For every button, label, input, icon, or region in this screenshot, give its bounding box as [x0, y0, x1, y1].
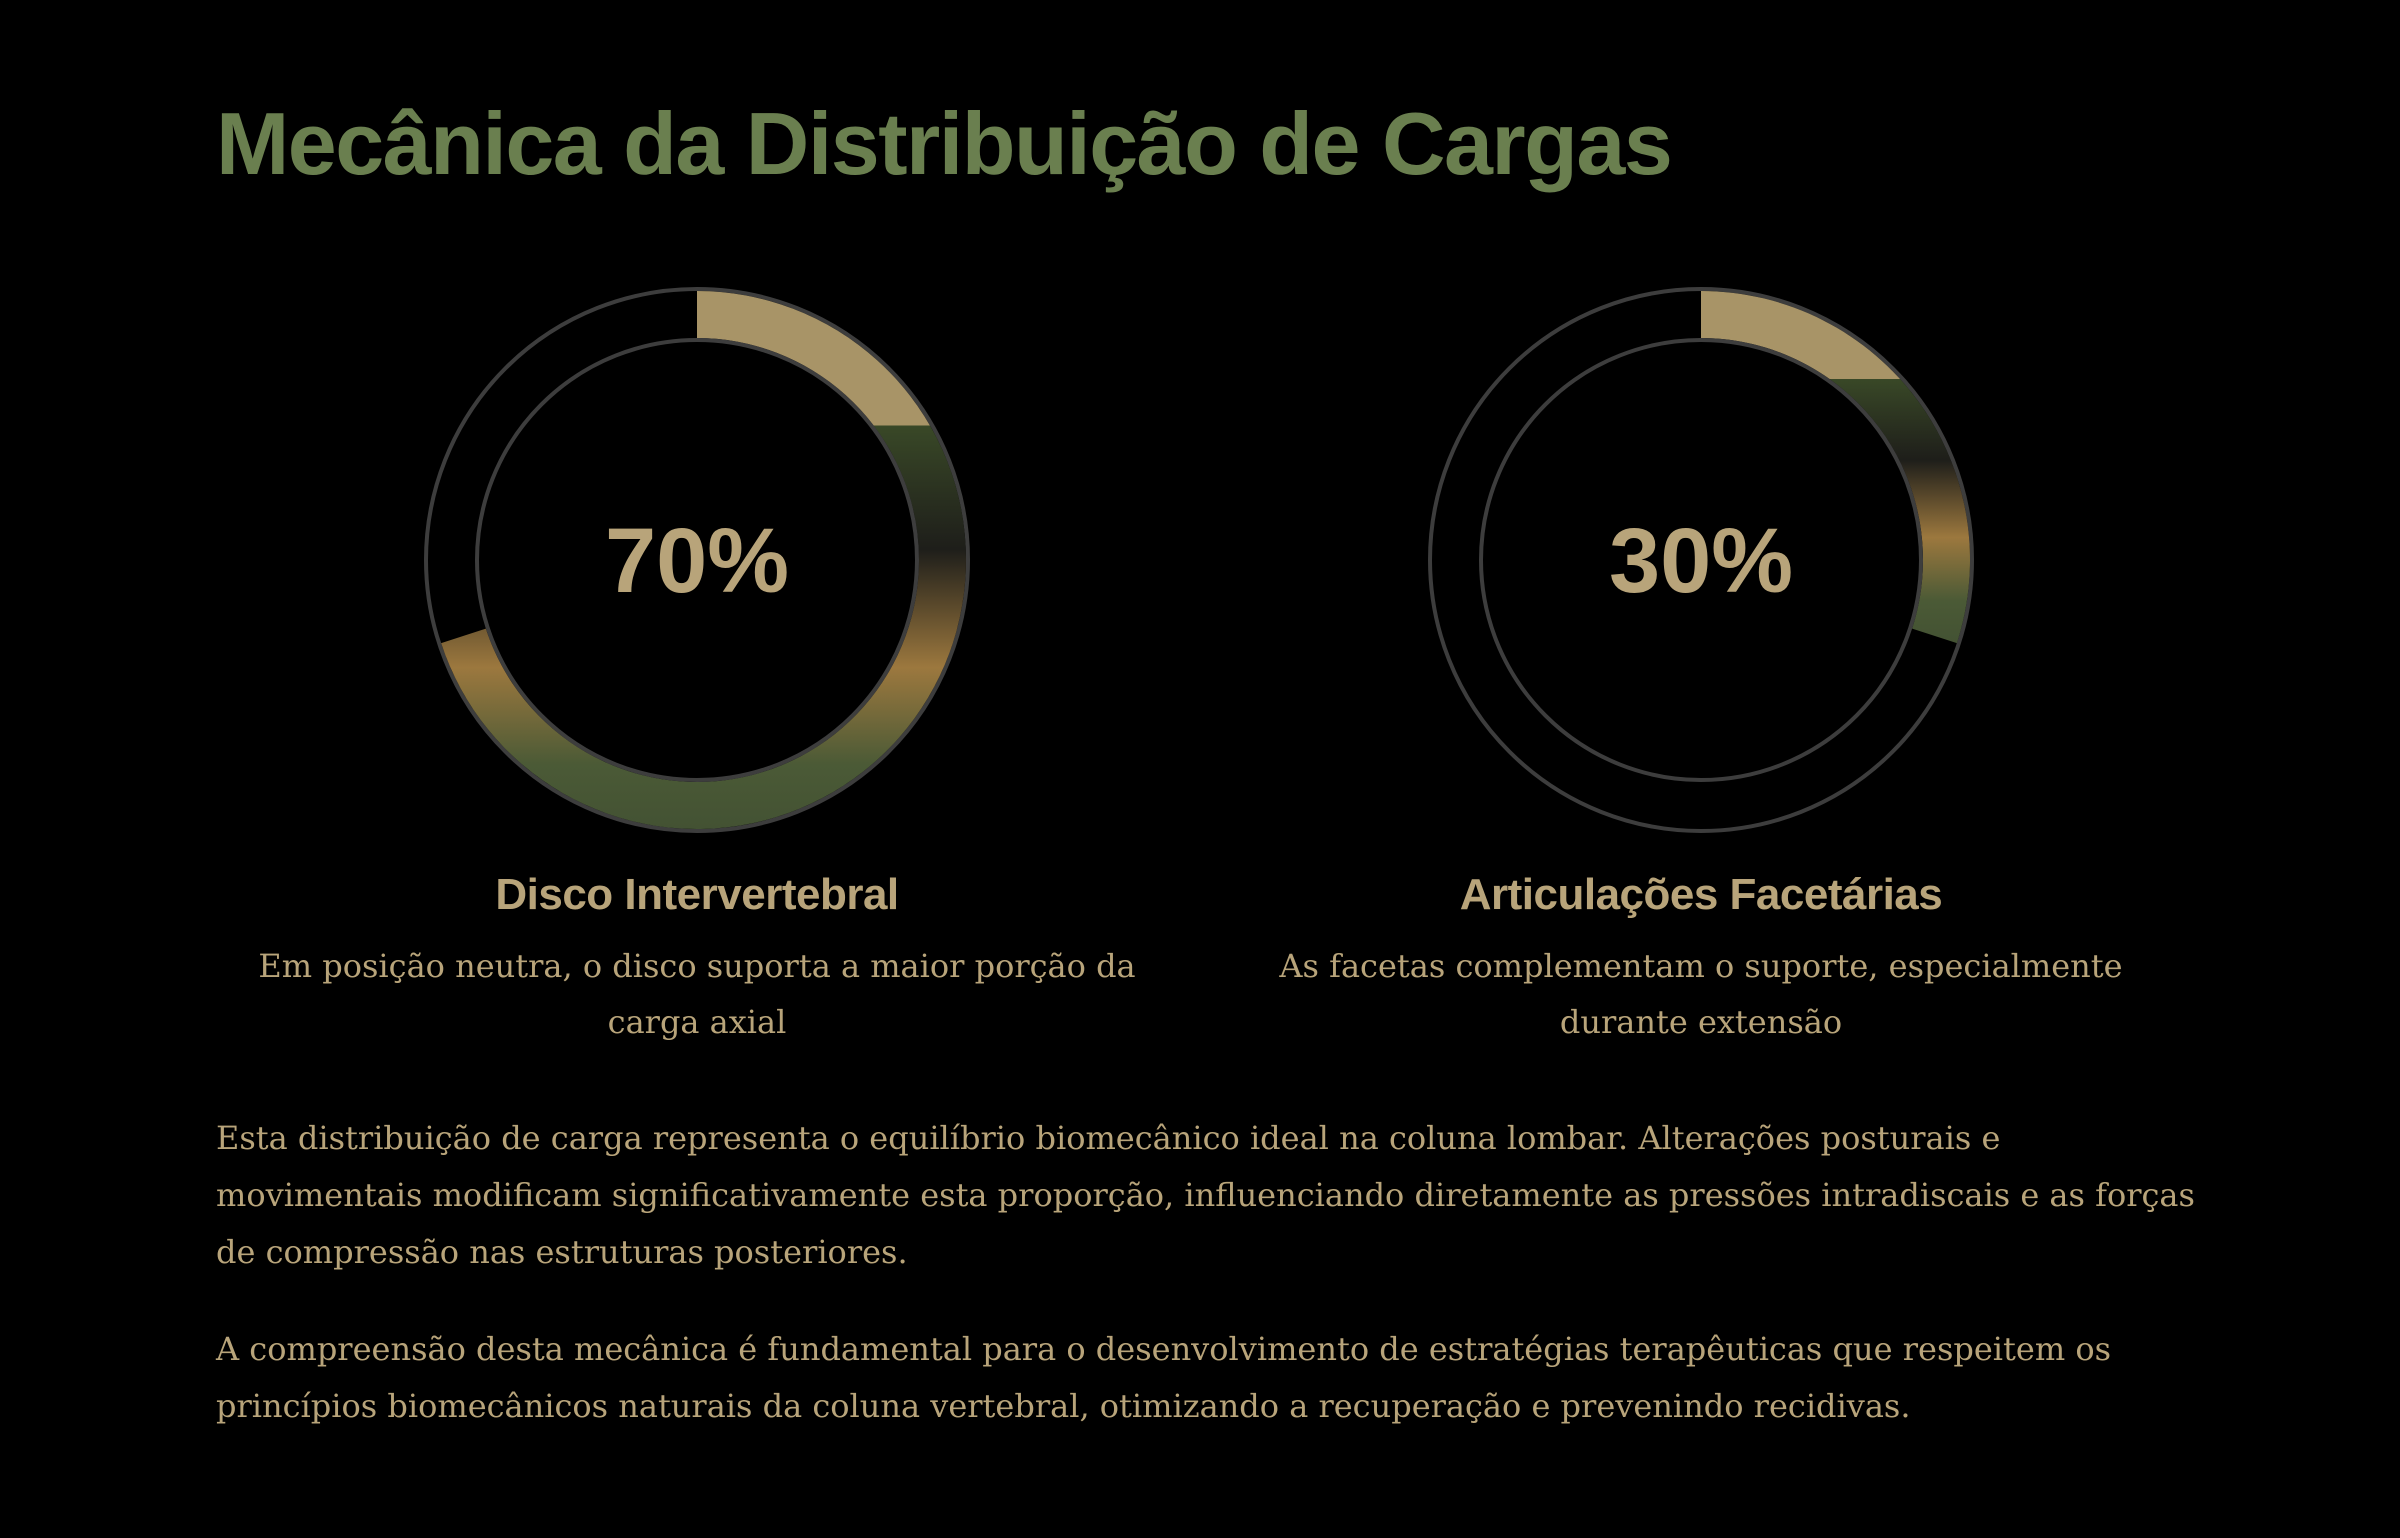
inner-track [1479, 338, 1923, 782]
outer-track [424, 287, 970, 833]
card-label: Articulações Facetárias [1459, 870, 1943, 919]
donut-card-facetas: 30% Articulações Facetárias As facetas c… [1211, 280, 2191, 1050]
paragraph: A compreensão desta mecânica é fundament… [216, 1330, 2112, 1425]
donut-card-disco: 70% Disco Intervertebral Em posição neut… [207, 280, 1187, 1050]
body-text: Esta distribuição de carga representa o … [216, 1110, 2196, 1475]
page-title: Mecânica da Distribuição de Cargas [216, 94, 1673, 193]
paragraph: Esta distribuição de carga representa o … [216, 1119, 2195, 1271]
donut-chart: 30% [1428, 287, 1974, 833]
outer-track [1428, 287, 1974, 833]
donut-chart: 70% [424, 287, 970, 833]
center-percent: 30% [1609, 510, 1793, 612]
card-description: As facetas complementam o suporte, espec… [1279, 947, 2123, 1041]
card-label: Disco Intervertebral [495, 870, 899, 919]
inner-track [475, 338, 919, 782]
card-description: Em posição neutra, o disco suporta a mai… [258, 947, 1136, 1041]
center-percent: 70% [605, 510, 789, 612]
donut-arc [1701, 291, 1970, 644]
